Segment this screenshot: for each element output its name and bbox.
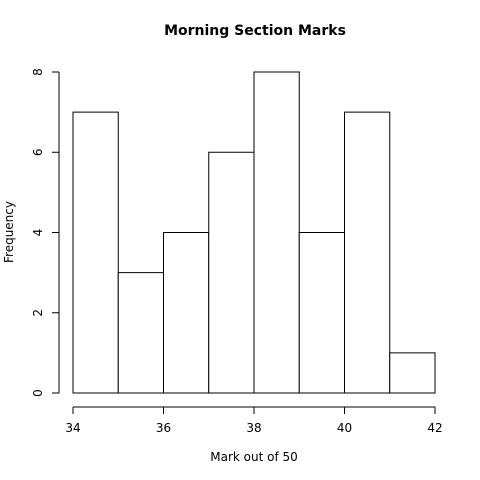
x-tick-label: 36 bbox=[156, 421, 171, 435]
y-axis-label: Frequency bbox=[2, 201, 16, 263]
histogram-bar-3 bbox=[163, 232, 210, 394]
histogram-bar-1 bbox=[72, 111, 119, 394]
y-axis: 0 2 4 6 8 bbox=[31, 68, 60, 397]
x-tick-label: 34 bbox=[65, 421, 80, 435]
y-tick-label: 8 bbox=[31, 68, 45, 76]
histogram-bar-7 bbox=[344, 111, 391, 394]
chart-title: Morning Section Marks bbox=[164, 23, 346, 39]
histogram-bar-8 bbox=[389, 352, 436, 394]
x-tick-label: 42 bbox=[427, 421, 442, 435]
x-axis: 34 36 38 40 42 bbox=[65, 406, 443, 435]
y-tick-label: 2 bbox=[31, 309, 45, 317]
histogram-bar-2 bbox=[117, 272, 164, 394]
x-tick-label: 38 bbox=[246, 421, 261, 435]
x-axis-label: Mark out of 50 bbox=[210, 450, 298, 464]
histogram-bar-6 bbox=[298, 232, 345, 394]
histogram-bar-4 bbox=[208, 151, 255, 394]
y-tick-label: 4 bbox=[31, 229, 45, 237]
y-tick-label: 6 bbox=[31, 148, 45, 156]
histogram-bar-5 bbox=[253, 71, 300, 394]
y-tick-label: 0 bbox=[31, 389, 45, 397]
bars-group bbox=[72, 71, 436, 394]
x-tick-label: 40 bbox=[337, 421, 352, 435]
